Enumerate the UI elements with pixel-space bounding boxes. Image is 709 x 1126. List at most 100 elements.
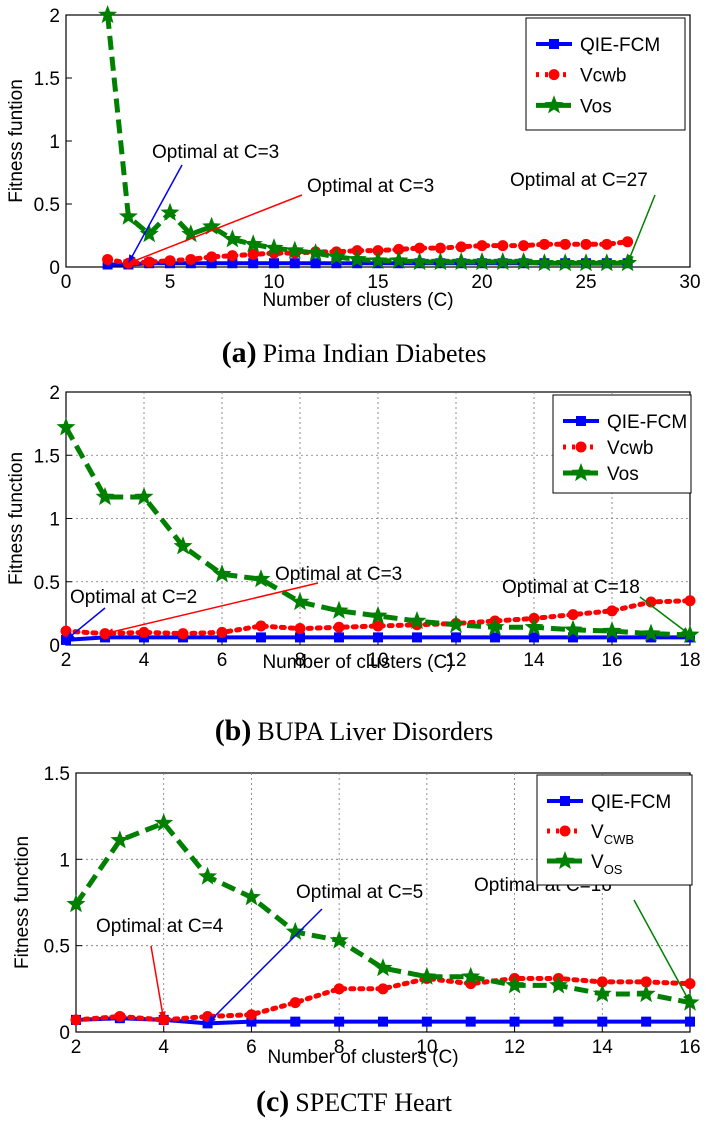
data-point-0 [465,1016,476,1027]
legend-marker-0 [576,416,586,426]
data-point-2 [173,536,193,555]
data-point-0 [373,632,383,643]
x-tick-label: 2 [71,1037,82,1058]
x-tick-label: 0 [61,272,72,293]
data-point-1 [606,605,618,617]
panel-caption: (a) Pima Indian Diabetes [222,336,487,369]
data-point-2 [485,617,505,636]
data-point-1 [640,976,652,988]
legend-label-1: Vcwb [580,66,626,87]
data-point-1 [684,595,696,607]
data-point-2 [306,243,326,262]
data-point-2 [134,487,154,506]
data-point-1 [294,623,306,635]
data-point-2 [534,253,554,272]
data-point-1 [185,253,197,265]
data-point-1 [596,976,608,988]
data-point-1 [455,241,467,253]
data-point-2 [597,253,617,272]
data-point-1 [414,242,426,254]
data-point-1 [518,240,530,252]
data-point-1 [476,240,488,252]
data-point-2 [417,966,437,985]
legend-label-1: Vcwb [607,438,653,459]
data-point-1 [102,253,114,265]
data-point-1 [497,240,509,252]
data-point-2 [329,600,349,619]
x-tick-label: 8 [295,650,306,671]
x-tick-label: 4 [139,650,150,671]
data-point-0 [202,1018,213,1029]
x-tick-label: 25 [575,272,596,293]
data-point-2 [243,234,263,253]
data-point-2 [493,252,513,271]
data-point-2 [641,623,661,642]
annotation-arrow-head [627,254,634,264]
annotation-arrow-line [207,908,323,1024]
x-axis-label: Number of clusters (C) [262,290,453,311]
x-axis-label: Number of clusters (C) [262,652,453,673]
x-tick-label: 14 [523,650,545,671]
data-point-1 [333,983,345,995]
x-tick-label: 5 [165,272,176,293]
x-tick-label: 14 [592,1037,614,1058]
annotation-arrow-line [626,194,656,264]
x-tick-label: 10 [416,1037,437,1058]
data-point-1 [538,238,550,250]
data-point-2 [241,887,261,906]
annotation-arrow-head [128,254,136,264]
x-tick-label: 10 [263,272,284,293]
data-point-1 [114,1010,126,1022]
data-point-0 [641,1016,652,1027]
legend-marker-2 [571,463,591,482]
data-point-0 [607,632,617,643]
data-point-2 [139,224,159,243]
data-point-0 [246,1016,257,1027]
data-point-0 [529,632,539,643]
data-point-2 [505,975,525,994]
data-point-0 [685,1016,695,1027]
y-axis-label: Fitness function [12,836,33,969]
data-point-1 [377,983,389,995]
annotation-arrow-line [150,945,165,1021]
data-point-2 [563,619,583,638]
legend-label-1: VCWB [591,822,634,847]
legend-label-2: Vos [607,464,639,485]
annotation-label: Optimal at C=27 [510,170,648,191]
data-point-0 [378,1016,388,1027]
data-point-2 [181,224,201,243]
data-point-2 [472,252,492,271]
data-point-1 [567,609,579,621]
data-point-0 [256,632,266,643]
y-tick-label: 0 [49,258,60,279]
data-point-1 [333,621,345,633]
data-point-2 [118,206,138,225]
annotation-arrow-head [207,1015,216,1024]
series-line-2 [63,426,691,638]
annotation-arrow-head [66,631,75,640]
annotation-arrow-line [633,899,691,1004]
data-point-0 [206,258,217,269]
x-tick-label: 15 [367,272,388,293]
data-point-2 [514,252,534,271]
data-point-1 [255,620,267,632]
data-point-2 [160,202,180,221]
x-tick-label: 30 [679,272,700,293]
data-point-2 [461,966,481,985]
legend-marker-2 [544,95,564,114]
annotation-arrow-line [104,582,319,635]
data-point-0 [334,1016,345,1027]
data-point-2 [329,930,349,949]
data-point-2 [154,813,174,832]
data-point-2 [446,614,466,633]
data-point-1 [60,625,72,637]
chart-panel-1: 2 4 6 8 10 12 14 16 18 0 0.5 1 1.5 2 Number of cluster… [6,383,701,747]
annotation-label: Optimal at C=5 [296,882,423,903]
data-point-1 [559,238,571,250]
data-point-2 [410,252,430,271]
y-tick-label: 0 [59,1023,70,1044]
legend-marker-2 [555,851,575,870]
data-point-0 [412,632,422,643]
x-tick-label: 12 [504,1037,525,1058]
